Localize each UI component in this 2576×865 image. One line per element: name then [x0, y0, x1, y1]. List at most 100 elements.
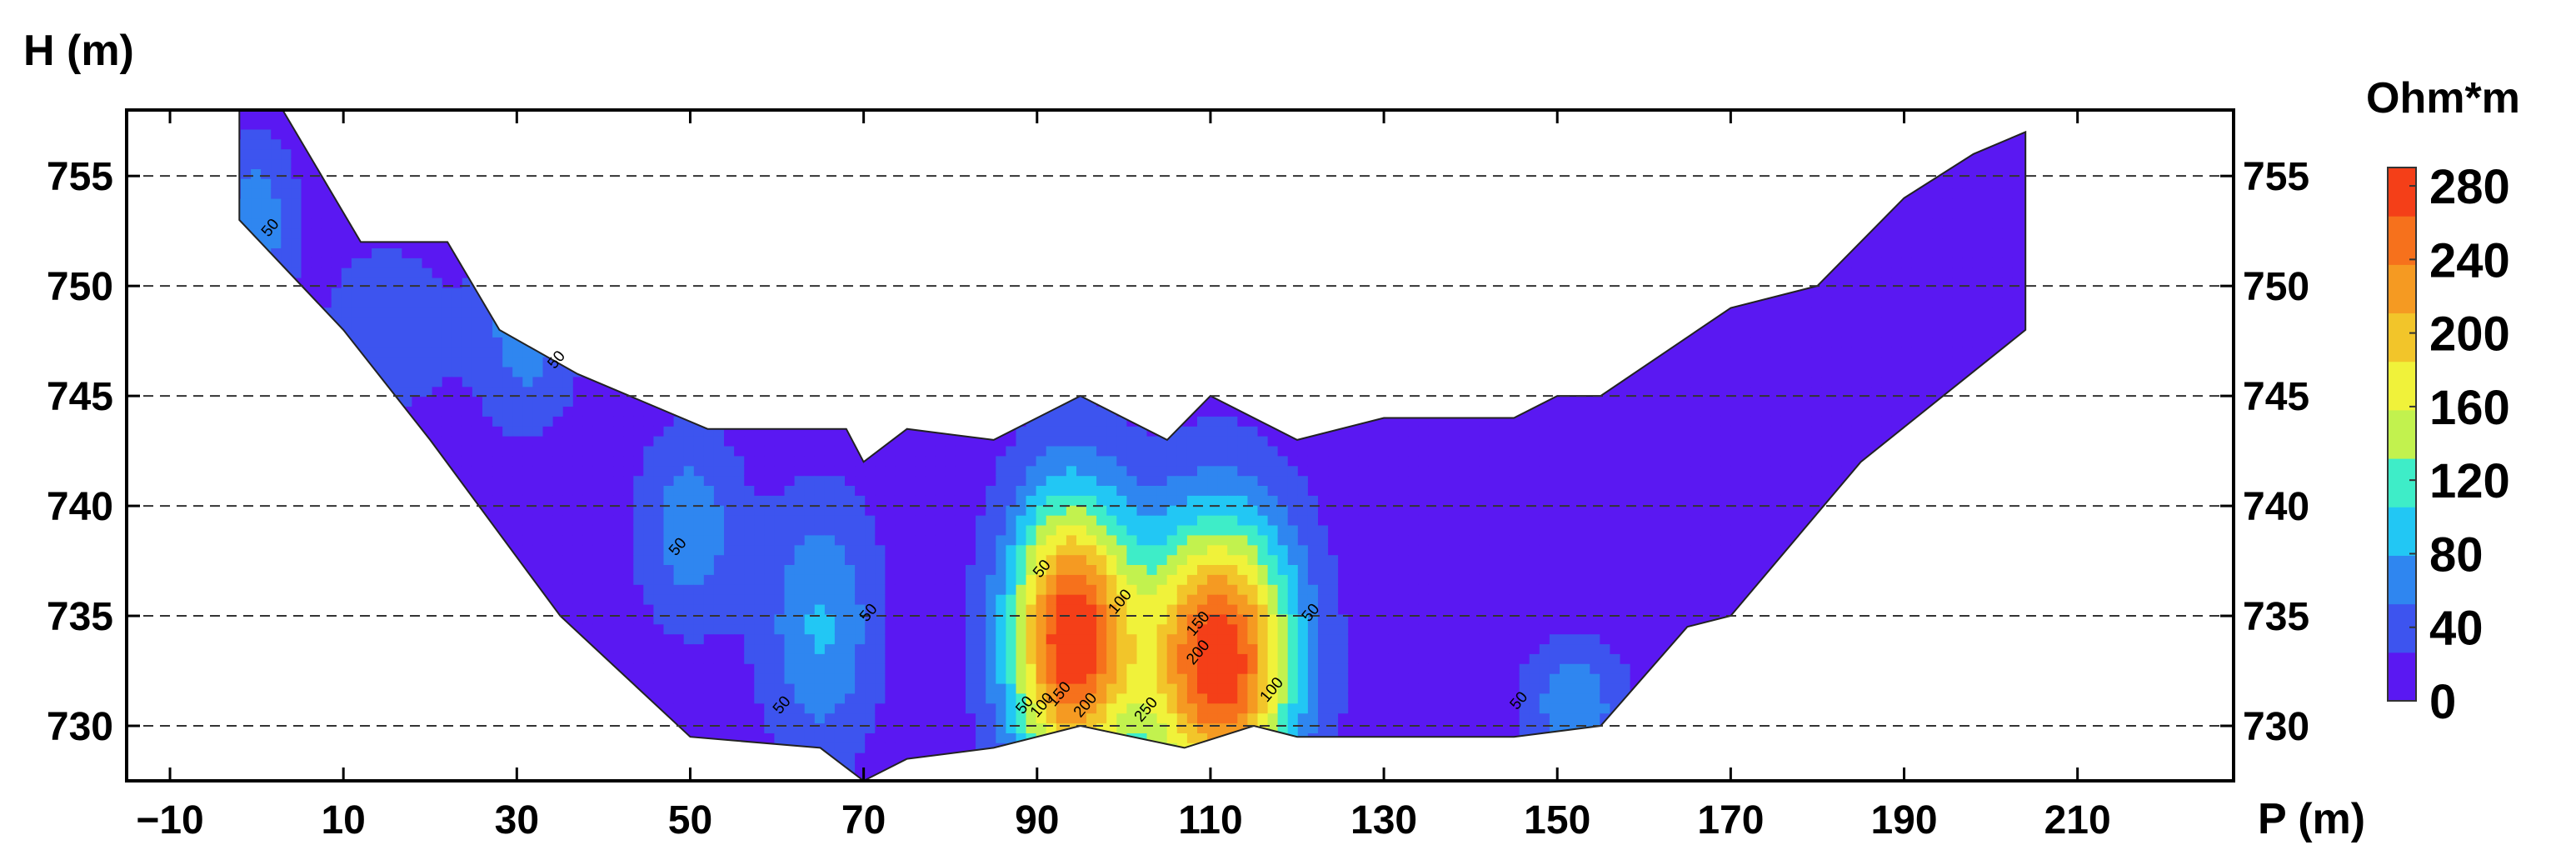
heat-cell — [472, 465, 483, 477]
heat-cell — [432, 702, 443, 714]
heat-cell — [311, 248, 322, 258]
heat-cell — [855, 158, 866, 169]
heat-cell — [834, 356, 846, 368]
heat-cell — [422, 336, 433, 348]
heat-cell — [855, 643, 866, 654]
heat-cell — [935, 445, 946, 457]
heat-cell — [693, 593, 705, 605]
heat-cell — [412, 524, 423, 536]
heat-cell — [522, 514, 534, 526]
heat-cell — [472, 455, 483, 467]
heat-cell — [402, 208, 413, 219]
heat-cell — [643, 138, 655, 150]
heat-cell — [412, 732, 423, 743]
heat-cell — [592, 504, 604, 516]
heat-cell — [744, 732, 756, 743]
heat-cell — [492, 257, 504, 268]
heat-cell — [633, 198, 645, 209]
heat-cell — [472, 425, 483, 437]
heat-cell — [673, 504, 685, 516]
heat-cell — [512, 198, 524, 209]
heat-cell — [592, 238, 604, 248]
heat-cell — [412, 435, 423, 447]
heat-cell — [633, 376, 645, 388]
heat-cell — [603, 327, 615, 338]
heat-cell — [603, 178, 615, 189]
heat-cell — [633, 722, 645, 733]
heat-cell — [362, 742, 373, 753]
heat-cell — [251, 297, 262, 308]
heat-cell — [542, 425, 554, 437]
heat-cell — [472, 583, 483, 595]
heat-cell — [784, 158, 796, 169]
heat-cell — [331, 583, 342, 595]
heat-cell — [482, 742, 494, 753]
heat-cell — [522, 307, 534, 318]
heat-cell — [332, 782, 342, 792]
heat-cell — [432, 198, 443, 209]
heat-cell — [693, 118, 705, 130]
heat-cell — [582, 593, 594, 605]
heat-cell — [362, 554, 373, 565]
heat-cell — [633, 524, 645, 536]
heat-cell — [482, 118, 494, 130]
heat-cell — [452, 633, 463, 645]
heat-cell — [785, 99, 796, 110]
heat-cell — [472, 406, 483, 417]
heat-cell — [774, 346, 786, 358]
heat-cell — [814, 643, 826, 654]
heat-cell — [251, 662, 262, 674]
heat-cell — [432, 118, 443, 130]
heat-cell — [251, 544, 262, 556]
heat-cell — [492, 198, 504, 209]
heat-cell — [291, 435, 302, 447]
heat-cell — [804, 445, 816, 457]
heat-cell — [754, 564, 766, 575]
heat-cell — [572, 514, 584, 526]
heat-cell — [532, 415, 544, 427]
heat-cell — [402, 297, 413, 308]
heat-cell — [462, 692, 473, 704]
heat-cell — [905, 287, 916, 298]
heat-cell — [713, 297, 725, 308]
heat-cell — [693, 257, 705, 268]
heat-cell — [281, 554, 292, 565]
heat-cell — [724, 228, 736, 239]
heat-cell — [774, 652, 786, 664]
heat-cell — [251, 218, 262, 229]
heat-cell — [683, 346, 695, 358]
heat-cell — [412, 297, 423, 308]
heat-cell — [492, 682, 504, 694]
heat-cell — [382, 366, 393, 378]
heat-cell — [542, 623, 554, 635]
heat-cell — [875, 415, 886, 427]
heat-cell — [562, 248, 574, 258]
heat-cell — [532, 752, 544, 763]
heat-cell — [592, 188, 604, 199]
heat-cell — [552, 257, 564, 268]
heat-cell — [281, 752, 292, 763]
heat-cell — [502, 652, 514, 664]
heat-cell — [362, 396, 373, 407]
heat-cell — [845, 356, 856, 368]
heat-cell — [301, 593, 312, 605]
heat-cell — [653, 465, 665, 477]
heat-cell — [643, 435, 655, 447]
heat-cell — [532, 712, 544, 724]
heat-cell — [693, 633, 705, 645]
heat-cell — [462, 118, 473, 130]
heat-cell — [663, 366, 675, 378]
heat-cell — [422, 148, 433, 160]
heat-cell — [512, 752, 524, 763]
heat-cell — [362, 782, 372, 792]
heat-cell — [875, 248, 886, 258]
heat-cell — [784, 297, 796, 308]
heat-cell — [935, 228, 946, 239]
heat-cell — [362, 317, 373, 328]
heat-cell — [885, 524, 896, 536]
heat-cell — [372, 248, 383, 258]
heat-cell — [663, 702, 675, 714]
heat-cell — [794, 465, 806, 477]
heat-cell — [885, 238, 896, 248]
heat-cell — [623, 702, 635, 714]
